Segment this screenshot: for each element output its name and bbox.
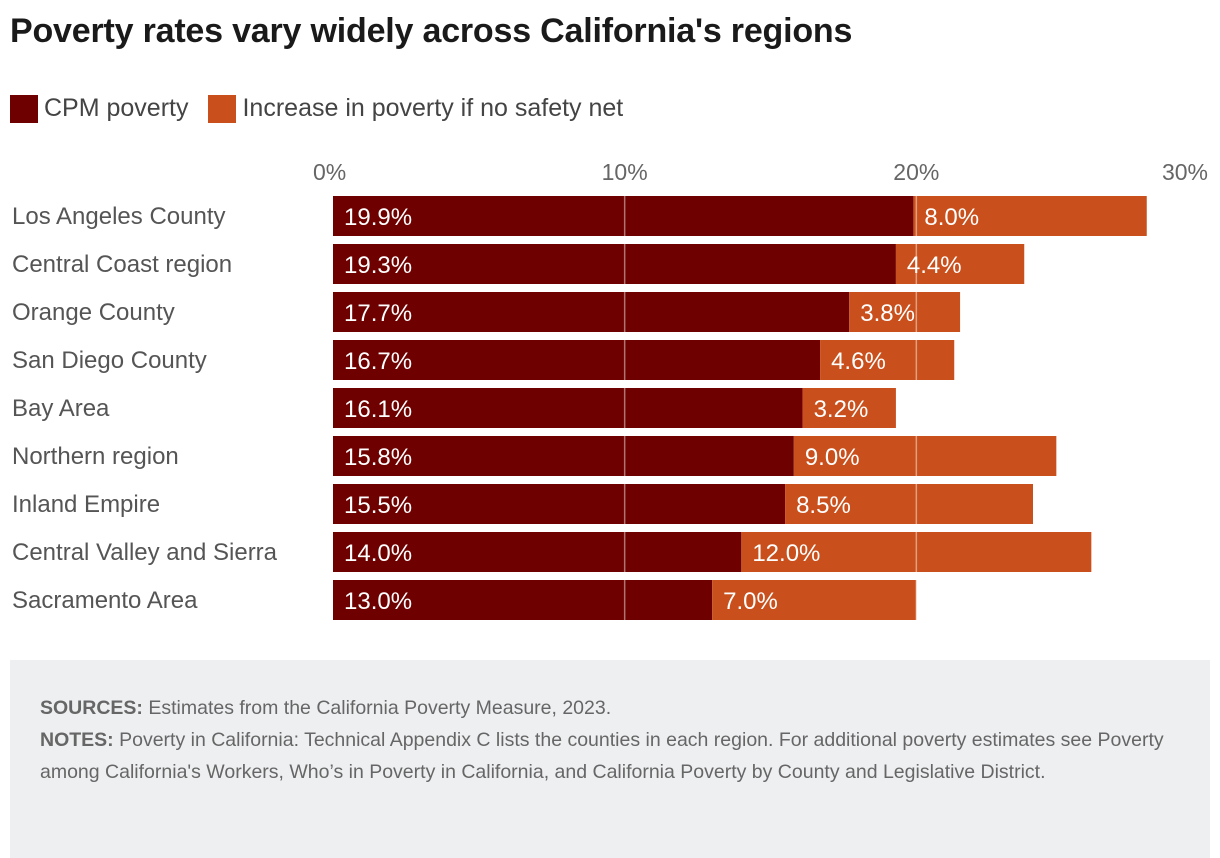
category-label: Central Valley and Sierra [12,539,278,566]
category-label: Central Coast region [12,251,232,278]
data-label: 14.0% [344,540,412,567]
bar-increase-no-safety-net [785,484,1033,524]
data-label: 8.0% [924,204,979,231]
data-label: 15.5% [344,492,412,519]
sources-text: Estimates from the California Poverty Me… [142,697,612,719]
bar-cpm-poverty [333,340,821,380]
bar-cpm-poverty [333,436,794,476]
bar-cpm-poverty [333,196,914,236]
legend-item-cpm: CPM poverty [10,94,188,123]
sources-label: SOURCES: [40,697,143,719]
bar-increase-no-safety-net [802,388,896,428]
data-label: 16.1% [344,396,412,423]
bar-increase-no-safety-net [849,292,961,332]
bar-cpm-poverty [333,244,896,284]
bar-increase-no-safety-net [741,532,1092,572]
category-label: San Diego County [12,347,207,374]
notes-line: NOTES: Poverty in California: Technical … [40,724,1180,788]
data-label: 15.8% [344,444,412,471]
data-label: 13.0% [344,588,412,615]
category-label: Northern region [12,443,179,470]
bar-cpm-poverty [333,532,742,572]
notes-text: Poverty in California: Technical Appendi… [40,729,1164,783]
data-label: 8.5% [796,492,851,519]
x-tick-label: 30% [1162,159,1208,185]
category-label: Bay Area [12,395,110,422]
data-label: 4.4% [907,252,962,279]
data-label: 17.7% [344,300,412,327]
data-label: 12.0% [752,540,820,567]
x-tick-label: 0% [313,159,346,185]
category-label: Los Angeles County [12,203,225,230]
legend-label-increase: Increase in poverty if no safety net [242,94,624,122]
footer-notes: SOURCES: Estimates from the California P… [10,660,1210,858]
legend-swatch-increase [208,94,237,123]
data-label: 4.6% [831,348,886,375]
sources-line: SOURCES: Estimates from the California P… [40,692,1180,724]
x-tick-label: 10% [602,159,648,185]
data-label: 19.9% [344,204,412,231]
bar-increase-no-safety-net [793,436,1057,476]
category-label: Inland Empire [12,491,160,518]
category-label: Orange County [12,299,175,326]
legend-label-cpm: CPM poverty [44,94,189,122]
bar-chart: 0% 10% 20% 30% Los Angeles County 19.9% 8.0% Ce… [12,159,1208,620]
data-label: 16.7% [344,348,412,375]
legend: CPM poverty Increase in poverty if no sa… [10,94,643,123]
bar-increase-no-safety-net [913,196,1147,236]
data-label: 19.3% [344,252,412,279]
chart-title: Poverty rates vary widely across Califor… [10,12,853,50]
x-tick-label: 20% [893,159,939,185]
bar-increase-no-safety-net [895,244,1025,284]
bar-increase-no-safety-net [712,580,917,620]
bar-cpm-poverty [333,292,850,332]
data-label: 3.2% [814,396,869,423]
bar-cpm-poverty [333,388,803,428]
legend-swatch-cpm [10,94,38,123]
data-label: 7.0% [723,588,778,615]
bar-increase-no-safety-net [820,340,955,380]
data-label: 9.0% [805,444,860,471]
bar-cpm-poverty [333,580,713,620]
category-label: Sacramento Area [12,587,198,614]
data-label: 3.8% [860,300,915,327]
legend-item-increase: Increase in poverty if no safety net [208,94,623,123]
notes-label: NOTES: [40,729,114,751]
bar-cpm-poverty [333,484,786,524]
